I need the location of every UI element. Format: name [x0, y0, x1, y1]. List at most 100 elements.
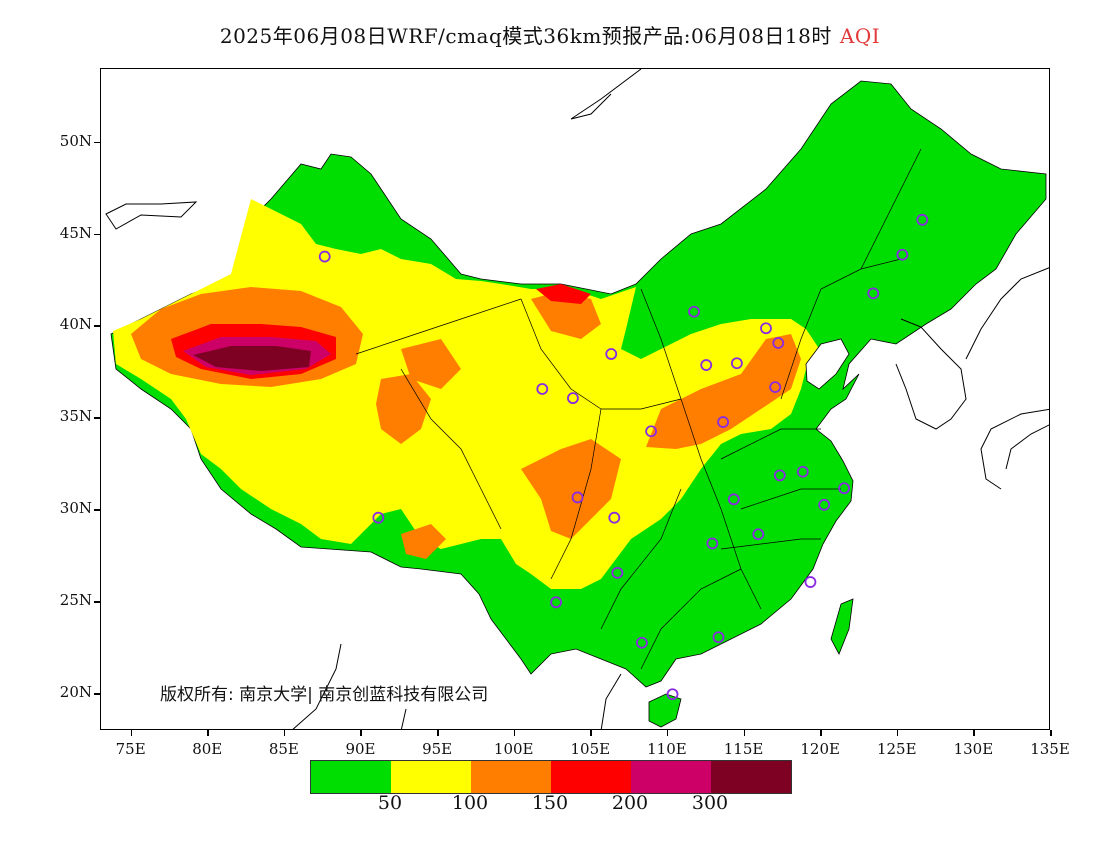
lon-tick-mark — [743, 730, 746, 736]
legend-swatch — [551, 761, 631, 793]
map-plot-area — [100, 68, 1050, 730]
taiwan-island — [830, 598, 854, 655]
lon-tick-mark — [896, 730, 899, 736]
neighbor-coastline-japan — [965, 267, 1049, 490]
lat-tick-mark — [94, 417, 100, 419]
legend-label: 100 — [451, 792, 489, 814]
lat-tick-label: 50N — [59, 131, 92, 150]
lon-tick-mark — [666, 730, 669, 736]
city-station-marker — [372, 511, 385, 524]
city-station-marker — [608, 511, 621, 524]
legend-swatch — [391, 761, 471, 793]
lat-tick-mark — [94, 509, 100, 511]
map-title: 2025年06月08日WRF/cmaq模式36km预报产品:06月08日18时 A… — [0, 20, 1100, 49]
legend-swatch — [711, 761, 791, 793]
city-station-marker — [818, 498, 831, 511]
city-station-marker — [730, 357, 743, 370]
neighbor-coastline-korea — [895, 318, 967, 430]
region-maroon-tarim — [193, 346, 311, 371]
city-station-marker — [571, 491, 584, 504]
lon-tick-label: 135E — [1030, 740, 1070, 758]
lat-tick-label: 40N — [59, 315, 92, 334]
legend-label: 200 — [611, 792, 649, 814]
city-station-marker — [567, 392, 579, 405]
region-orange-yunnan — [401, 524, 446, 559]
neighbor-coastline-sakhalin — [570, 69, 642, 120]
city-station-marker — [838, 482, 851, 495]
station-markers — [318, 213, 929, 701]
city-station-marker — [804, 576, 817, 588]
lon-tick-label: 100E — [493, 740, 534, 758]
city-station-marker — [752, 528, 765, 541]
city-station-marker — [769, 381, 782, 394]
lon-tick-label: 110E — [647, 740, 687, 758]
city-station-marker — [916, 213, 929, 226]
aqi-color-legend — [310, 760, 792, 794]
lat-tick-label: 35N — [59, 407, 92, 426]
lon-tick-mark — [820, 730, 822, 736]
lon-tick-mark — [283, 730, 286, 736]
lat-tick-mark — [94, 141, 100, 144]
lat-tick-label: 45N — [59, 223, 92, 242]
province-borders — [355, 148, 922, 670]
city-station-marker — [717, 416, 729, 428]
lon-tick-mark — [130, 730, 133, 736]
city-station-marker — [727, 493, 740, 506]
city-station-marker — [796, 465, 809, 478]
lat-tick-mark — [94, 233, 100, 235]
city-station-marker — [605, 348, 618, 360]
region-red-inner-mongolia — [536, 284, 591, 304]
lon-tick-label: 85E — [268, 740, 299, 758]
city-station-marker — [550, 596, 562, 609]
lon-tick-mark — [513, 730, 516, 736]
lon-tick-label: 125E — [876, 740, 917, 758]
lon-tick-label: 105E — [570, 740, 611, 758]
lat-tick-label: 20N — [59, 683, 92, 702]
city-station-marker — [536, 383, 549, 395]
legend-swatch — [631, 761, 711, 793]
lat-tick-label: 25N — [59, 591, 92, 610]
lat-tick-mark — [94, 693, 100, 695]
region-orange-tibet-east — [401, 339, 461, 389]
region-orange-sichuan — [521, 439, 621, 539]
lat-tick-mark — [94, 325, 100, 327]
city-station-marker — [700, 359, 713, 371]
legend-label: 150 — [531, 792, 569, 814]
bohai-bay — [805, 338, 850, 390]
lon-tick-mark — [360, 730, 362, 736]
lon-tick-mark — [1050, 730, 1052, 736]
city-station-marker — [896, 248, 909, 261]
legend-label: 50 — [377, 792, 403, 814]
city-station-marker — [772, 337, 785, 349]
lon-tick-label: 115E — [723, 740, 764, 758]
city-station-marker — [712, 631, 725, 644]
lat-tick-label: 30N — [59, 499, 92, 518]
copyright-text: 版权所有: 南京大学| 南京创蓝科技有限公司 — [160, 685, 489, 705]
lon-tick-label: 80E — [192, 740, 223, 758]
legend-swatch — [311, 761, 391, 793]
neighbor-coastline-kazakhstan — [105, 201, 198, 230]
region-orange-huabei — [646, 334, 801, 449]
lon-tick-mark — [207, 730, 209, 736]
title-main: 2025年06月08日WRF/cmaq模式36km预报产品:06月08日18时 — [219, 24, 832, 48]
lon-tick-mark — [973, 730, 975, 736]
aqi-map-canvas — [105, 69, 1049, 729]
city-station-marker — [867, 287, 880, 300]
city-station-marker — [645, 425, 657, 438]
legend-swatch — [471, 761, 551, 793]
city-station-marker — [688, 305, 700, 318]
city-station-marker — [773, 469, 786, 482]
lon-tick-label: 95E — [422, 740, 453, 758]
title-variable: AQI — [839, 24, 881, 48]
city-station-marker — [318, 250, 331, 263]
lon-tick-label: 120E — [800, 740, 840, 758]
region-orange-ningxia — [531, 291, 601, 339]
neighbor-coastline-bay-of-bengal — [292, 643, 622, 729]
lat-tick-mark — [94, 601, 100, 603]
city-station-marker — [635, 636, 648, 649]
lon-tick-mark — [590, 730, 592, 736]
city-station-marker — [666, 688, 679, 701]
lon-tick-label: 90E — [345, 740, 376, 758]
hainan-island — [648, 693, 682, 728]
city-station-marker — [760, 322, 772, 335]
